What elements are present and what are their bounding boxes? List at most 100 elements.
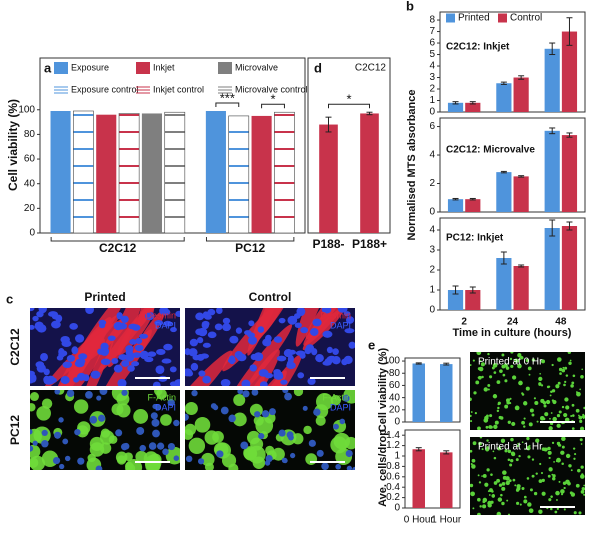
cell (556, 499, 558, 501)
cell (526, 477, 530, 480)
nucleus (107, 335, 116, 341)
cell (538, 382, 542, 386)
nucleus (59, 463, 65, 470)
cell (488, 425, 493, 429)
nucleus (244, 330, 252, 336)
nucleus (167, 399, 175, 407)
cell (540, 471, 544, 475)
cell (561, 405, 565, 409)
column-header: Printed (84, 290, 125, 304)
nucleus (115, 429, 123, 437)
cell (478, 481, 482, 484)
y-tick-label: 0 (394, 503, 400, 514)
cell (508, 479, 512, 483)
y-tick-label: 0 (394, 417, 400, 428)
cell (583, 493, 585, 496)
legend-label: Control (510, 13, 542, 24)
cell (488, 494, 491, 496)
cell (563, 486, 566, 490)
nucleus (56, 355, 64, 361)
bar (447, 102, 464, 112)
legend-label: Printed (458, 13, 490, 24)
nucleus (337, 308, 348, 313)
cell (556, 423, 561, 428)
cell (552, 477, 556, 481)
cell (305, 453, 318, 465)
cell (579, 419, 583, 423)
cell (510, 364, 514, 369)
y-tick-label: 40 (389, 392, 401, 403)
cell (486, 439, 489, 442)
nucleus (321, 308, 332, 314)
cell (519, 355, 524, 360)
cell (565, 453, 571, 459)
nucleus (287, 354, 294, 364)
nucleus (120, 315, 129, 323)
nucleus (62, 438, 69, 445)
cell (523, 401, 528, 406)
cell (557, 381, 561, 385)
error-bar (469, 197, 476, 201)
nucleus (207, 331, 217, 339)
nucleus (322, 360, 332, 366)
subtitle: C2C12: Microvalve (446, 145, 535, 156)
nucleus (316, 449, 324, 457)
plot-frame (439, 117, 586, 213)
nucleus (278, 429, 286, 437)
nucleus (54, 390, 61, 395)
nucleus (116, 312, 123, 320)
cell (506, 499, 509, 502)
cell (30, 455, 46, 470)
cell (541, 359, 546, 364)
cell (527, 366, 532, 371)
nucleus (89, 415, 98, 424)
nucleus (139, 333, 149, 339)
cell (562, 366, 565, 369)
error-bar (500, 81, 507, 85)
cell (575, 483, 580, 488)
nucleus (117, 378, 127, 386)
cell (511, 375, 517, 380)
cell (548, 456, 551, 460)
y-tick-label: 2 (429, 84, 435, 95)
cell (470, 420, 473, 423)
cell (482, 474, 487, 478)
cell (551, 389, 556, 393)
bar (496, 258, 512, 310)
x-tick-label: 48 (555, 317, 567, 328)
bar (496, 83, 512, 112)
bar (465, 102, 481, 112)
nucleus (247, 336, 258, 345)
nucleus (278, 317, 286, 324)
x-axis-label: Time in culture (hours) (453, 327, 572, 339)
cell (493, 456, 497, 460)
cell (232, 412, 247, 427)
cell (293, 390, 304, 397)
x-tick-label: 1 Hour (431, 515, 462, 526)
cell (534, 400, 539, 406)
cell (558, 480, 561, 483)
cell (552, 474, 556, 478)
nucleus (276, 355, 287, 362)
micrograph (30, 390, 180, 470)
nucleus (127, 365, 135, 372)
y-tick-label: 40 (24, 178, 36, 189)
cell (124, 452, 133, 462)
cell (567, 481, 571, 486)
nucleus (287, 315, 298, 325)
cell (489, 488, 493, 493)
cell (484, 482, 489, 487)
nucleus (315, 353, 324, 363)
nucleus (129, 338, 137, 345)
cell (472, 441, 477, 446)
nucleus (157, 442, 165, 450)
cell (116, 392, 130, 406)
cell (563, 508, 566, 511)
cell (501, 486, 506, 491)
cell (550, 507, 553, 511)
cell (484, 415, 489, 421)
cell (560, 450, 565, 455)
cell (507, 513, 511, 515)
cell (502, 373, 506, 377)
